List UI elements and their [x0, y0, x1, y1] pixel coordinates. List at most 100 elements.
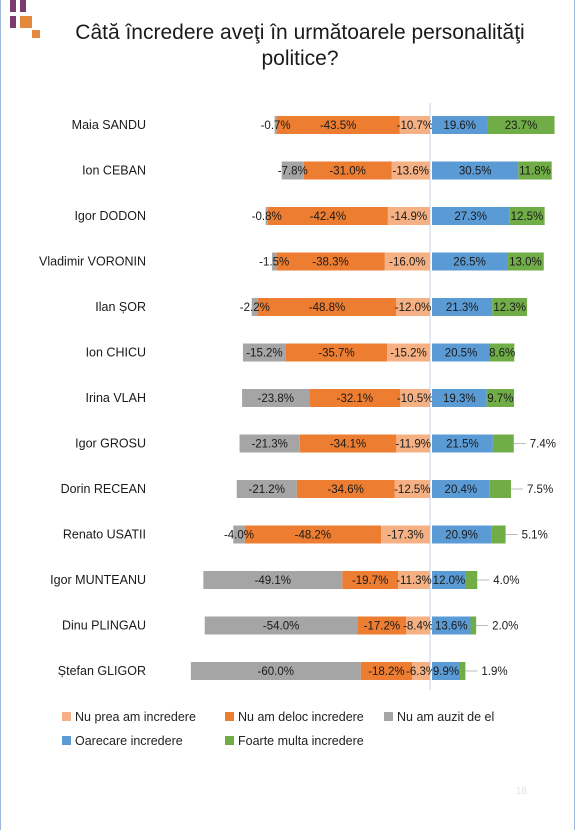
bar-foarte	[509, 207, 545, 225]
legend-swatch	[62, 712, 71, 721]
deco-bar-3	[10, 16, 16, 28]
data-label-nu_deloc: -42.4%	[310, 211, 346, 223]
bar-nu_auzit	[236, 480, 297, 498]
category-label: Ion CEBAN	[82, 164, 146, 178]
bar-nu_prea	[386, 343, 430, 362]
bar-foarte	[491, 525, 506, 544]
bar-nu_deloc	[267, 207, 388, 225]
category-label: Irina VLAH	[86, 391, 146, 405]
data-label-nu_deloc: -34.6%	[327, 484, 363, 496]
bar-foarte	[489, 480, 511, 498]
bar-oarecare	[432, 525, 492, 544]
deco-bar-4	[20, 16, 32, 28]
data-label-nu_prea: -15.2%	[390, 348, 426, 360]
data-label-nu_prea: -14.9%	[391, 211, 427, 223]
data-label-nu_deloc: -35.7%	[318, 348, 354, 360]
bar-nu_prea	[391, 161, 430, 180]
bar-nu_deloc	[357, 616, 407, 635]
chart-title: Câtă încredere aveţi în următoarele pers…	[75, 21, 525, 70]
bar-nu_prea	[398, 571, 430, 589]
bar-nu_prea	[394, 480, 430, 498]
bar-oarecare	[432, 434, 493, 453]
bar-foarte	[490, 343, 515, 362]
bar-nu_auzit	[242, 343, 286, 362]
bar-oarecare	[432, 616, 471, 635]
data-label-nu_auzit: -0.7%	[261, 120, 291, 132]
category-label: Renato USATII	[63, 528, 146, 542]
bar-foarte	[506, 252, 544, 271]
bar-nu_auzit	[233, 525, 245, 544]
bar-oarecare	[432, 571, 466, 589]
data-label-oarecare: 27.3%	[454, 211, 487, 223]
legend-item-nu_deloc: Nu am deloc incredere	[225, 710, 364, 724]
category-label: Vladimir VORONIN	[39, 255, 146, 269]
bar-oarecare	[432, 161, 519, 180]
bar-foarte	[465, 571, 478, 589]
data-label-foarte: 9.7%	[487, 393, 513, 405]
legend-label: Foarte multa incredere	[238, 734, 364, 748]
data-label-nu_prea: -17.3%	[387, 530, 423, 542]
data-label-nu_prea: -11.9%	[395, 439, 431, 451]
bar-nu_prea	[387, 207, 430, 225]
page-number: 18	[515, 786, 527, 797]
bar-nu_auzit	[281, 161, 304, 180]
data-label-nu_auzit: -54.0%	[263, 621, 299, 633]
bar-nu_auzit	[251, 298, 258, 316]
legend-item-nu_auzit: Nu am auzit de el	[384, 710, 494, 724]
bar-nu_auzit	[272, 252, 277, 271]
data-label-nu_deloc: -32.1%	[337, 393, 373, 405]
bar-nu_deloc	[303, 161, 392, 180]
category-label: Igor DODON	[74, 209, 146, 223]
bar-foarte	[487, 116, 555, 134]
bar-oarecare	[432, 389, 487, 407]
bar-nu_deloc	[257, 298, 397, 316]
data-label-foarte: 8.6%	[489, 348, 515, 360]
bar-oarecare	[432, 343, 491, 362]
data-label-foarte: 1.9%	[481, 666, 507, 678]
data-label-foarte: 7.5%	[527, 484, 553, 496]
data-label-foarte: 11.8%	[519, 166, 551, 178]
data-label-nu_auzit: -21.3%	[251, 439, 287, 451]
data-label-nu_prea: -10.5%	[397, 393, 433, 405]
data-label-oarecare: 19.6%	[443, 120, 476, 132]
bar-oarecare	[432, 662, 461, 680]
data-label-nu_prea: -12.0%	[395, 302, 431, 314]
legend-label: Nu am auzit de el	[397, 710, 495, 724]
logo-decoration	[10, 0, 50, 44]
data-label-nu_prea: -6.3%	[406, 666, 436, 678]
bar-nu_prea	[399, 116, 430, 134]
category-label: Dinu PLINGAU	[62, 619, 146, 633]
data-label-foarte: 7.4%	[530, 439, 556, 451]
legend-label: Oarecare incredere	[75, 734, 183, 748]
data-label-nu_prea: -16.0%	[389, 257, 425, 269]
data-label-oarecare: 20.9%	[445, 530, 478, 542]
data-label-oarecare: 26.5%	[453, 257, 486, 269]
data-label-nu_auzit: -7.8%	[278, 166, 308, 178]
category-label: Igor GROSU	[75, 437, 146, 451]
data-label-oarecare: 13.6%	[435, 621, 468, 633]
bar-oarecare	[432, 207, 510, 225]
bar-nu_prea	[406, 616, 430, 635]
bar-nu_auzit	[239, 434, 300, 453]
legend-label: Nu am deloc incredere	[238, 710, 364, 724]
data-label-oarecare: 21.3%	[446, 302, 479, 314]
data-label-nu_deloc: -48.8%	[309, 302, 345, 314]
bar-oarecare	[432, 116, 488, 134]
deco-bar-5	[32, 30, 40, 38]
data-label-nu_deloc: -48.2%	[295, 530, 331, 542]
bar-nu_deloc	[296, 480, 395, 498]
data-label-nu_auzit: -1.5%	[259, 257, 289, 269]
data-label-nu_auzit: -23.8%	[258, 393, 294, 405]
data-label-nu_deloc: -31.0%	[329, 166, 365, 178]
bar-nu_prea	[381, 525, 430, 544]
data-label-oarecare: 20.5%	[445, 348, 478, 360]
legend-label: Nu prea am incredere	[75, 710, 196, 724]
data-label-nu_prea: -11.3%	[396, 575, 432, 587]
bar-nu_auzit	[190, 662, 361, 680]
bar-nu_prea	[400, 389, 430, 407]
legend-item-nu_prea: Nu prea am incredere	[62, 710, 196, 724]
bar-nu_auzit	[274, 116, 277, 134]
data-label-nu_prea: -13.6%	[393, 166, 429, 178]
legend-swatch	[225, 736, 234, 745]
data-label-nu_auzit: -15.2%	[246, 348, 282, 360]
